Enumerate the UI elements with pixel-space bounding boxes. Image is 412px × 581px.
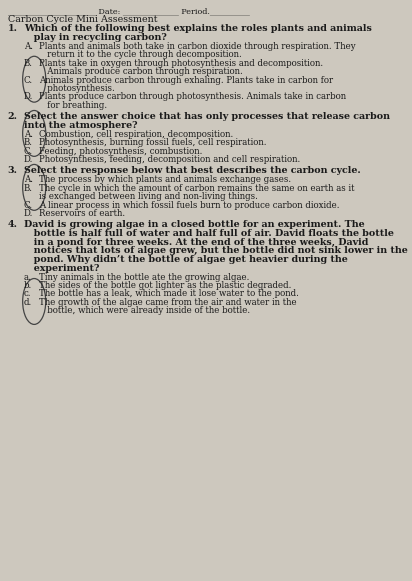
Text: 1.: 1. <box>7 24 17 33</box>
Text: Carbon Cycle Mini Assessment: Carbon Cycle Mini Assessment <box>8 15 158 24</box>
Text: c.: c. <box>24 289 31 299</box>
Text: into the atmosphere?: into the atmosphere? <box>24 121 137 130</box>
Text: experiment?: experiment? <box>24 264 99 272</box>
Text: C.: C. <box>24 76 33 85</box>
Text: David is growing algae in a closed bottle for an experiment. The: David is growing algae in a closed bottl… <box>24 220 365 229</box>
Text: Photosynthesis, burning fossil fuels, cell respiration.: Photosynthesis, burning fossil fuels, ce… <box>39 138 267 147</box>
Text: Combustion, cell respiration, decomposition.: Combustion, cell respiration, decomposit… <box>39 130 233 139</box>
Text: C.: C. <box>24 146 33 156</box>
Text: in a pond for three weeks. At the end of the three weeks, David: in a pond for three weeks. At the end of… <box>24 238 368 246</box>
Text: 4.: 4. <box>7 220 17 229</box>
Text: The bottle has a leak, which made it lose water to the pond.: The bottle has a leak, which made it los… <box>39 289 299 299</box>
Text: B.: B. <box>24 59 33 68</box>
Text: C.: C. <box>24 200 33 210</box>
Text: A linear process in which fossil fuels burn to produce carbon dioxide.: A linear process in which fossil fuels b… <box>39 200 339 210</box>
Text: D.: D. <box>24 92 33 102</box>
Text: photosynthesis.: photosynthesis. <box>39 84 115 93</box>
Text: Photosynthesis, feeding, decomposition and cell respiration.: Photosynthesis, feeding, decomposition a… <box>39 155 300 164</box>
Text: d.: d. <box>24 298 32 307</box>
Text: bottle is half full of water and half full of air. David floats the bottle: bottle is half full of water and half fu… <box>24 229 394 238</box>
Text: Plants take in oxygen through photosynthesis and decomposition.: Plants take in oxygen through photosynth… <box>39 59 323 68</box>
Text: b.: b. <box>24 281 32 290</box>
Text: A.: A. <box>24 175 33 184</box>
Text: Animals produce carbon through respiration.: Animals produce carbon through respirati… <box>39 67 243 76</box>
Text: A.: A. <box>24 130 33 139</box>
Text: notices that lots of algae grew, but the bottle did not sink lower in the: notices that lots of algae grew, but the… <box>24 246 407 255</box>
Text: Select the answer choice that has only processes that release carbon: Select the answer choice that has only p… <box>24 112 390 121</box>
Text: Feeding, photosynthesis, combustion.: Feeding, photosynthesis, combustion. <box>39 146 203 156</box>
Text: Which of the following best explains the roles plants and animals: Which of the following best explains the… <box>24 24 372 33</box>
Text: B.: B. <box>24 138 33 147</box>
Text: Plants and animals both take in carbon dioxide through respiration. They: Plants and animals both take in carbon d… <box>39 42 356 51</box>
Text: 2.: 2. <box>7 112 17 121</box>
Text: D.: D. <box>24 209 33 218</box>
Text: The growth of the algae came from the air and water in the: The growth of the algae came from the ai… <box>39 298 297 307</box>
Text: is exchanged between living and non-living things.: is exchanged between living and non-livi… <box>39 192 258 201</box>
Text: Select the response below that best describes the carbon cycle.: Select the response below that best desc… <box>24 166 360 175</box>
Text: The sides of the bottle got lighter as the plastic degraded.: The sides of the bottle got lighter as t… <box>39 281 292 290</box>
Text: Plants produce carbon through photosynthesis. Animals take in carbon: Plants produce carbon through photosynth… <box>39 92 346 102</box>
Text: The process by which plants and animals exchange gases.: The process by which plants and animals … <box>39 175 291 184</box>
Text: return it to the cycle through decomposition.: return it to the cycle through decomposi… <box>39 51 242 59</box>
Text: ______________________ Date: ______________ Period.__________: ______________________ Date: ___________… <box>8 7 250 15</box>
Text: The cycle in which the amount of carbon remains the same on earth as it: The cycle in which the amount of carbon … <box>39 184 355 193</box>
Text: 3.: 3. <box>7 166 17 175</box>
Text: a.: a. <box>24 272 32 282</box>
Text: A.: A. <box>24 42 33 51</box>
Text: for breathing.: for breathing. <box>39 101 107 110</box>
Text: D.: D. <box>24 155 33 164</box>
Text: Reservoirs of earth.: Reservoirs of earth. <box>39 209 125 218</box>
Text: bottle, which were already inside of the bottle.: bottle, which were already inside of the… <box>39 306 250 315</box>
Text: Animals produce carbon through exhaling. Plants take in carbon for: Animals produce carbon through exhaling.… <box>39 76 333 85</box>
Text: pond. Why didn’t the bottle of algae get heavier during the: pond. Why didn’t the bottle of algae get… <box>24 255 348 264</box>
Text: B.: B. <box>24 184 33 193</box>
Text: play in recycling carbon?: play in recycling carbon? <box>24 33 166 42</box>
Text: Tiny animals in the bottle ate the growing algae.: Tiny animals in the bottle ate the growi… <box>39 272 250 282</box>
